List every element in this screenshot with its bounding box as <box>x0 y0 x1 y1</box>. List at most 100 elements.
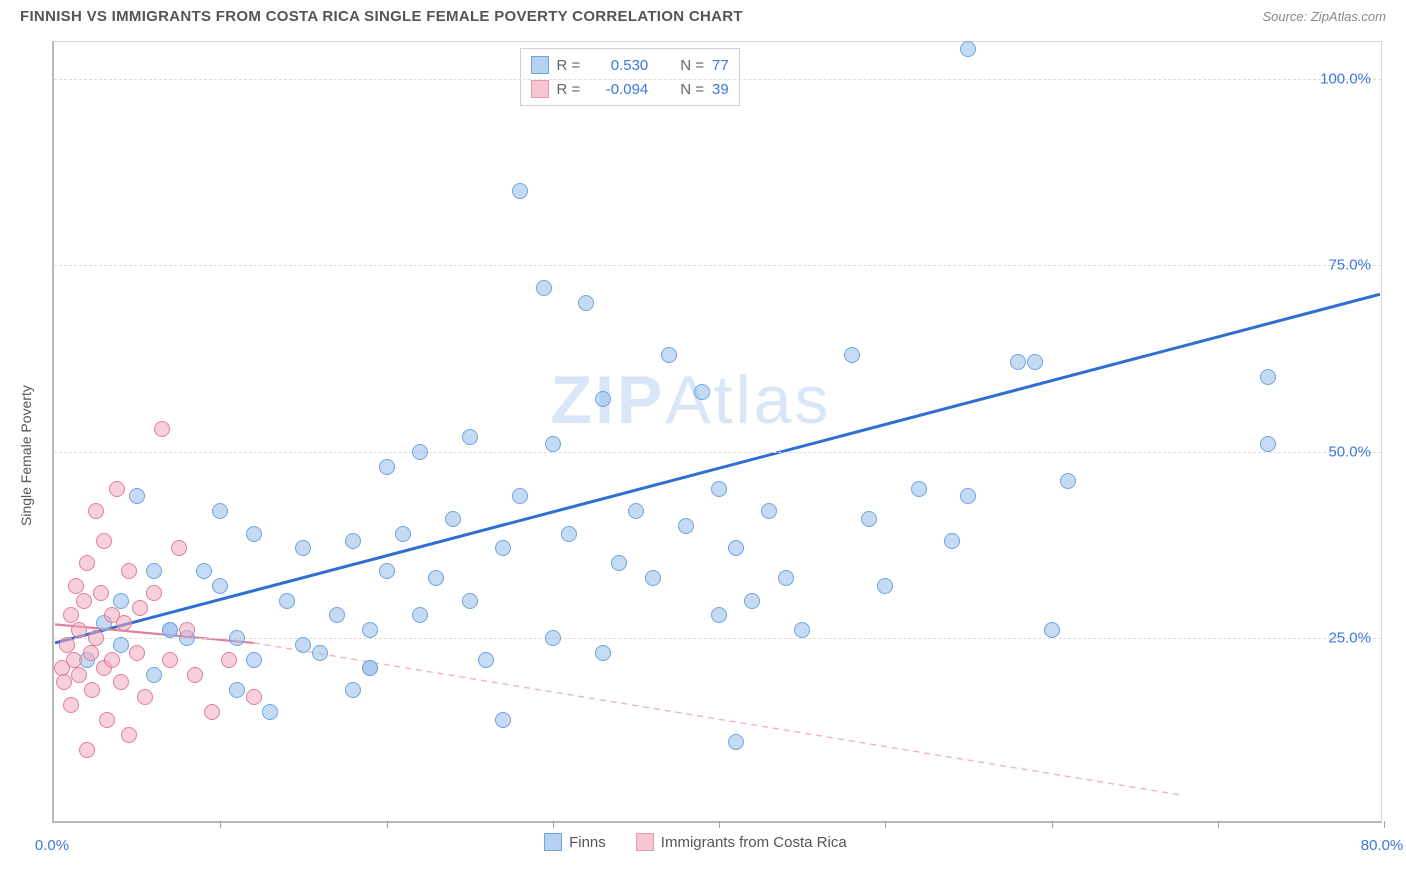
data-point-finns <box>196 563 212 579</box>
gridline <box>54 452 1381 453</box>
data-point-finns <box>1260 369 1276 385</box>
legend-swatch <box>531 80 549 98</box>
data-point-finns <box>794 622 810 638</box>
data-point-finns <box>877 578 893 594</box>
x-tick <box>885 821 886 828</box>
x-tick <box>1218 821 1219 828</box>
data-point-finns <box>960 41 976 57</box>
data-point-finns <box>545 436 561 452</box>
data-point-finns <box>329 607 345 623</box>
data-point-finns <box>262 704 278 720</box>
data-point-finns <box>595 391 611 407</box>
legend-swatch <box>531 56 549 74</box>
legend-item: Immigrants from Costa Rica <box>636 833 847 851</box>
legend-label: Immigrants from Costa Rica <box>661 834 847 851</box>
data-point-costa_rica <box>162 652 178 668</box>
data-point-costa_rica <box>99 712 115 728</box>
legend-row: R =0.530N =77 <box>531 53 729 77</box>
data-point-costa_rica <box>63 607 79 623</box>
legend-item: Finns <box>544 833 606 851</box>
gridline <box>54 265 1381 266</box>
data-point-costa_rica <box>59 637 75 653</box>
data-point-finns <box>1060 473 1076 489</box>
data-point-finns <box>512 488 528 504</box>
data-point-finns <box>711 481 727 497</box>
x-end-label: 80.0% <box>1361 837 1404 854</box>
data-point-finns <box>113 593 129 609</box>
gridline <box>54 79 1381 80</box>
data-point-finns <box>512 183 528 199</box>
data-point-finns <box>395 526 411 542</box>
x-tick <box>387 821 388 828</box>
data-point-finns <box>778 570 794 586</box>
data-point-costa_rica <box>246 689 262 705</box>
data-point-costa_rica <box>154 421 170 437</box>
data-point-finns <box>345 682 361 698</box>
data-point-finns <box>445 511 461 527</box>
data-point-costa_rica <box>93 585 109 601</box>
legend-label: Finns <box>569 834 606 851</box>
data-point-finns <box>844 347 860 363</box>
data-point-finns <box>279 593 295 609</box>
data-point-finns <box>146 667 162 683</box>
data-point-costa_rica <box>129 645 145 661</box>
data-point-finns <box>761 503 777 519</box>
data-point-finns <box>628 503 644 519</box>
data-point-costa_rica <box>171 540 187 556</box>
data-point-finns <box>661 347 677 363</box>
source-attribution: Source: ZipAtlas.com <box>1262 9 1386 24</box>
data-point-finns <box>462 429 478 445</box>
data-point-finns <box>129 488 145 504</box>
x-tick <box>1384 821 1385 828</box>
data-point-finns <box>861 511 877 527</box>
data-point-finns <box>462 593 478 609</box>
data-point-finns <box>944 533 960 549</box>
data-point-costa_rica <box>104 652 120 668</box>
chart-title: FINNISH VS IMMIGRANTS FROM COSTA RICA SI… <box>20 8 743 25</box>
data-point-finns <box>229 682 245 698</box>
data-point-costa_rica <box>84 682 100 698</box>
data-point-finns <box>1260 436 1276 452</box>
data-point-finns <box>412 444 428 460</box>
data-point-costa_rica <box>109 481 125 497</box>
legend-row: R =-0.094N =39 <box>531 77 729 101</box>
data-point-finns <box>146 563 162 579</box>
data-point-costa_rica <box>116 615 132 631</box>
data-point-costa_rica <box>63 697 79 713</box>
data-point-finns <box>478 652 494 668</box>
data-point-costa_rica <box>76 593 92 609</box>
data-point-costa_rica <box>71 667 87 683</box>
data-point-costa_rica <box>121 727 137 743</box>
series-legend: Finns Immigrants from Costa Rica <box>544 833 847 851</box>
data-point-finns <box>212 578 228 594</box>
data-point-finns <box>379 459 395 475</box>
data-point-costa_rica <box>137 689 153 705</box>
data-point-finns <box>362 660 378 676</box>
y-axis-label: Single Female Poverty <box>18 385 34 526</box>
data-point-finns <box>678 518 694 534</box>
data-point-costa_rica <box>221 652 237 668</box>
data-point-finns <box>345 533 361 549</box>
data-point-costa_rica <box>96 533 112 549</box>
data-point-finns <box>561 526 577 542</box>
y-tick-label: 50.0% <box>1328 443 1371 460</box>
data-point-finns <box>312 645 328 661</box>
y-tick-label: 75.0% <box>1328 257 1371 274</box>
data-point-finns <box>694 384 710 400</box>
data-point-finns <box>911 481 927 497</box>
data-point-finns <box>295 637 311 653</box>
data-point-finns <box>379 563 395 579</box>
data-point-costa_rica <box>88 503 104 519</box>
data-point-finns <box>728 540 744 556</box>
data-point-finns <box>744 593 760 609</box>
correlation-legend: R =0.530N =77R =-0.094N =39 <box>520 48 740 106</box>
data-point-finns <box>246 526 262 542</box>
data-point-finns <box>728 734 744 750</box>
x-tick <box>719 821 720 828</box>
data-point-finns <box>545 630 561 646</box>
data-point-costa_rica <box>179 622 195 638</box>
data-point-costa_rica <box>66 652 82 668</box>
data-point-costa_rica <box>146 585 162 601</box>
data-point-finns <box>960 488 976 504</box>
plot-area: ZIPAtlas R =0.530N =77R =-0.094N =39 25.… <box>52 41 1382 823</box>
